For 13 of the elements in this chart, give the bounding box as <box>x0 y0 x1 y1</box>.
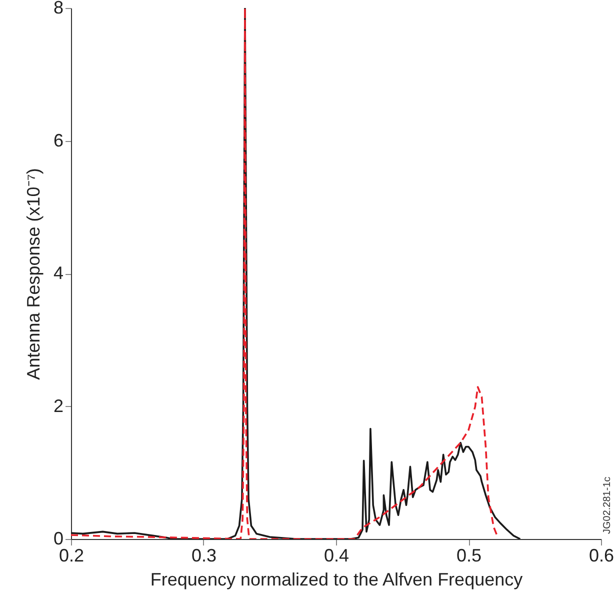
x-tick-label: 0.3 <box>191 546 217 566</box>
y-tick-label: 0 <box>53 528 64 548</box>
x-axis-title: Frequency normalized to the Alfven Frequency <box>150 570 523 590</box>
y-tick-label: 4 <box>53 263 64 283</box>
y-tick-label: 2 <box>53 396 64 416</box>
x-tick-label: 0.5 <box>456 546 482 566</box>
y-axis-title: Antenna Response (x10⁻⁷) <box>23 168 44 380</box>
x-tick-label: 0.2 <box>58 546 84 566</box>
x-tick-label: 0.6 <box>588 546 614 566</box>
x-tick-label: 0.4 <box>324 546 350 566</box>
y-tick-label: 6 <box>53 130 64 150</box>
text: JG02.281-1c <box>602 476 613 534</box>
y-tick-label: 8 <box>53 0 64 18</box>
